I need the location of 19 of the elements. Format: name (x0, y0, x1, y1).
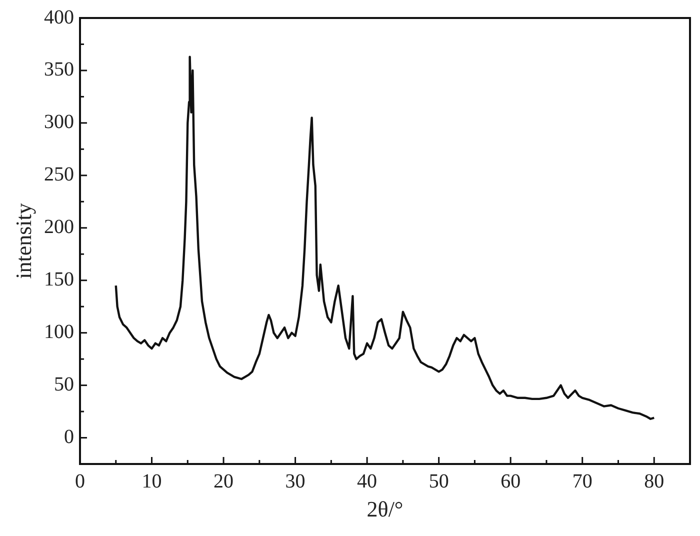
x-tick-label: 40 (357, 470, 378, 492)
x-tick-label: 10 (142, 470, 162, 492)
x-tick-label: 60 (500, 470, 521, 492)
x-axis-title: 2θ/° (366, 496, 404, 522)
x-tick-label: 50 (428, 470, 449, 492)
y-tick-label: 200 (44, 216, 74, 238)
y-tick-label: 50 (54, 374, 74, 396)
y-tick-label: 400 (44, 6, 74, 28)
x-tick-label: 80 (644, 470, 664, 492)
y-tick-label: 150 (44, 268, 74, 291)
y-tick-label: 300 (44, 111, 74, 134)
x-tick-label: 70 (572, 470, 592, 492)
x-tick-label: 20 (214, 470, 234, 492)
x-tick-label: 30 (285, 470, 306, 492)
y-tick-label: 0 (64, 426, 74, 448)
y-axis-title: intensity (10, 203, 36, 279)
y-tick-label: 250 (44, 164, 74, 186)
y-tick-label: 100 (44, 321, 74, 344)
y-tick-label: 350 (44, 58, 74, 81)
